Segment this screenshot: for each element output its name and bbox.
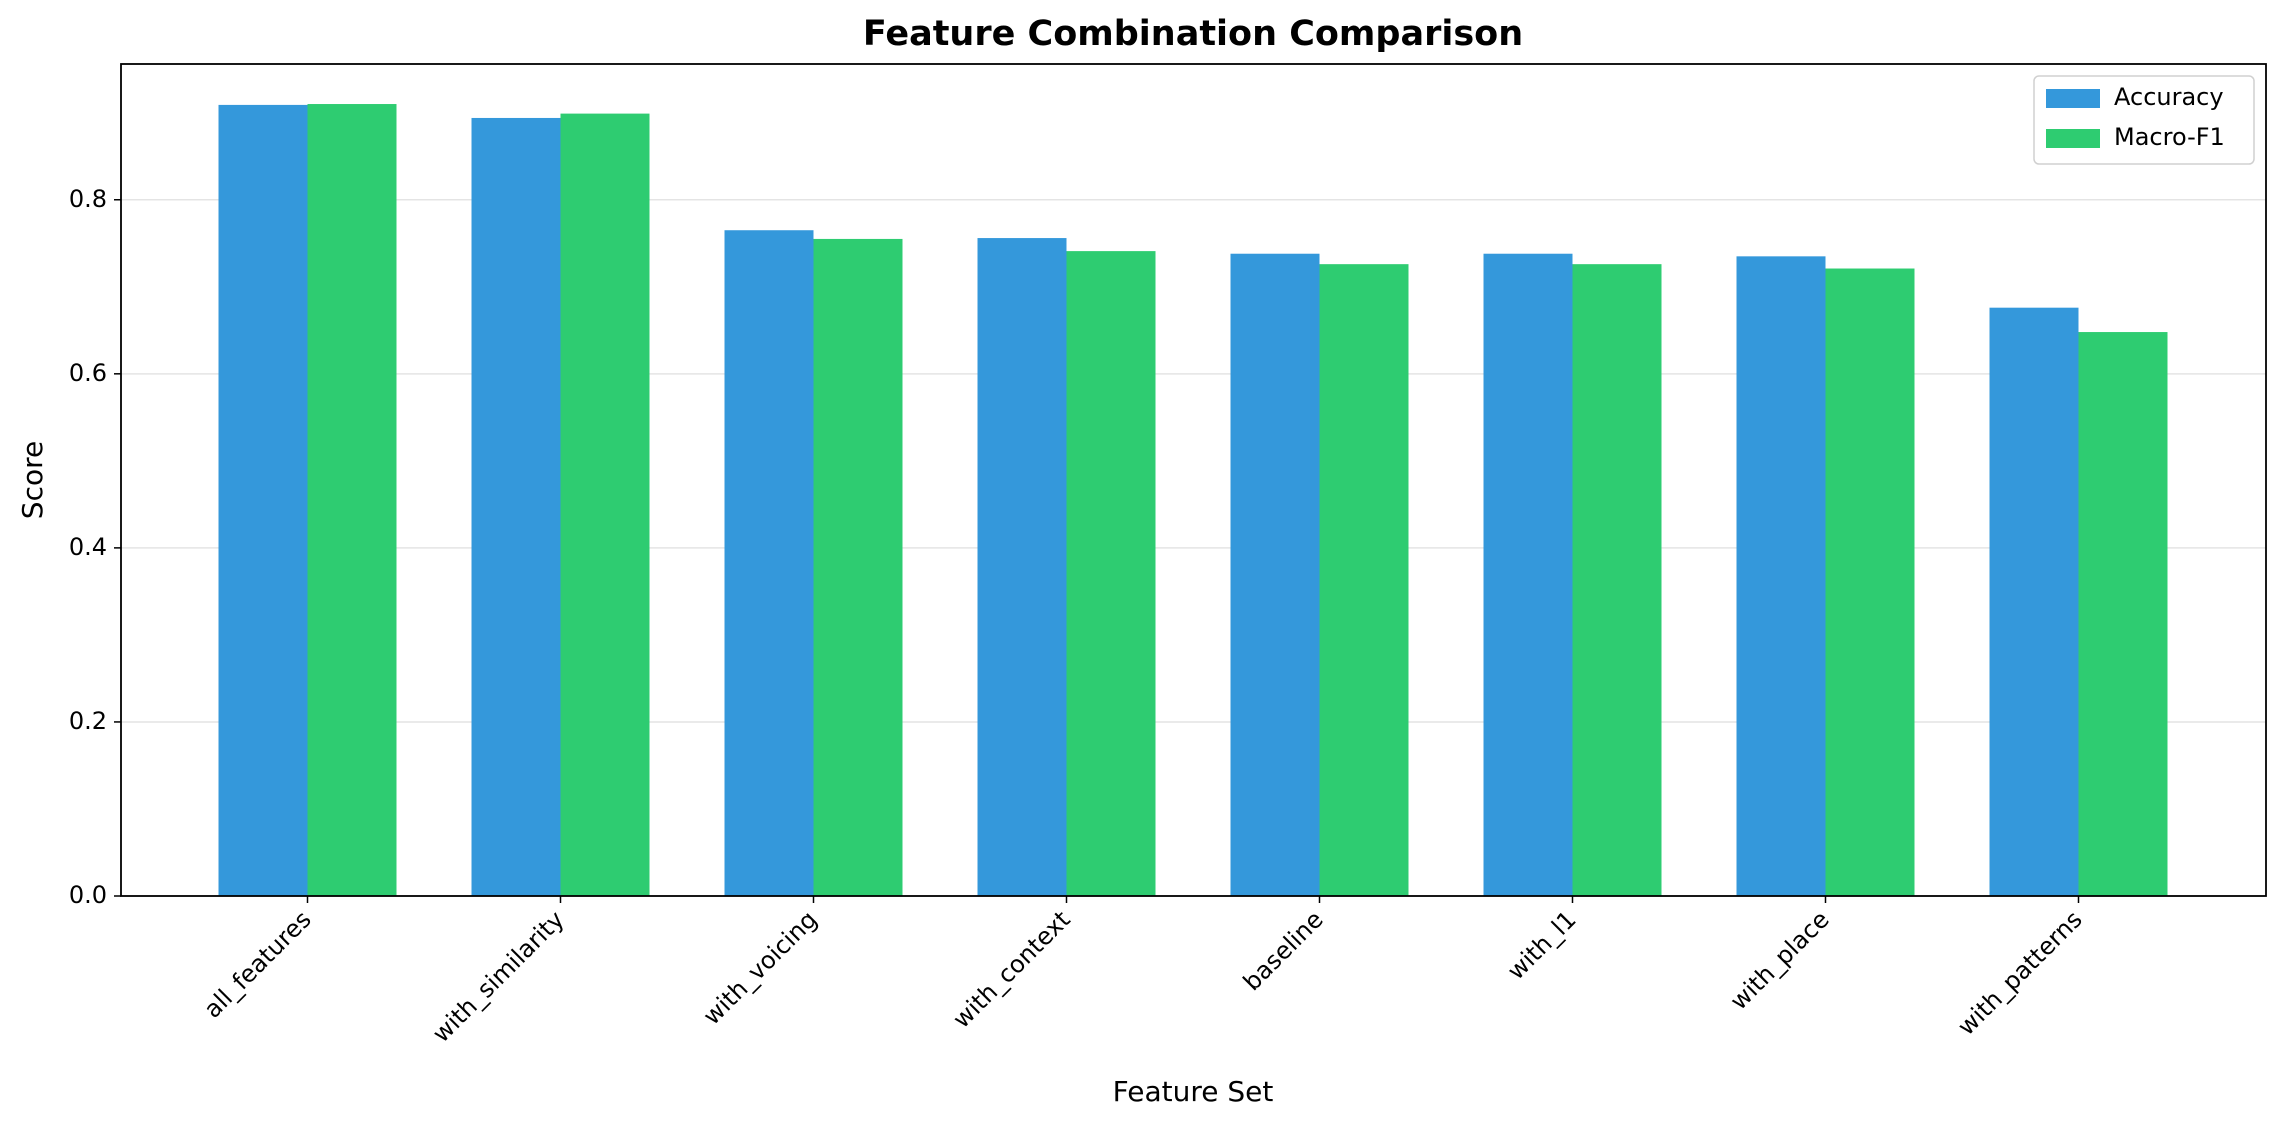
- bar: [1319, 264, 1409, 896]
- y-tick-label: 0.8: [69, 185, 107, 213]
- y-axis-label: Score: [16, 441, 49, 519]
- bar: [1736, 256, 1826, 896]
- bar: [307, 104, 397, 897]
- chart-title: Feature Combination Comparison: [863, 14, 1523, 54]
- bar: [977, 238, 1067, 896]
- bar: [1572, 264, 1662, 896]
- legend-swatch: [2046, 129, 2100, 148]
- plot-frame: [120, 63, 2267, 897]
- bar: [1066, 251, 1156, 896]
- bar: [1483, 253, 1573, 896]
- bar: [2078, 332, 2168, 897]
- bar: [218, 104, 308, 897]
- x-axis-label: Feature Set: [1113, 1075, 1274, 1108]
- bar: [471, 117, 561, 897]
- bar: [813, 238, 903, 897]
- bar: [1989, 307, 2079, 896]
- bar: [724, 230, 814, 896]
- y-tick-label: 0.6: [69, 359, 107, 387]
- bar: [1825, 268, 1915, 897]
- y-tick-label: 0.0: [69, 881, 107, 909]
- bar: [560, 113, 650, 897]
- legend-label: Macro-F1: [2114, 123, 2225, 151]
- y-tick-label: 0.2: [69, 707, 107, 735]
- legend-label: Accuracy: [2114, 83, 2224, 111]
- y-tick-label: 0.4: [69, 533, 107, 561]
- legend-swatch: [2046, 89, 2100, 108]
- bar: [1230, 253, 1320, 896]
